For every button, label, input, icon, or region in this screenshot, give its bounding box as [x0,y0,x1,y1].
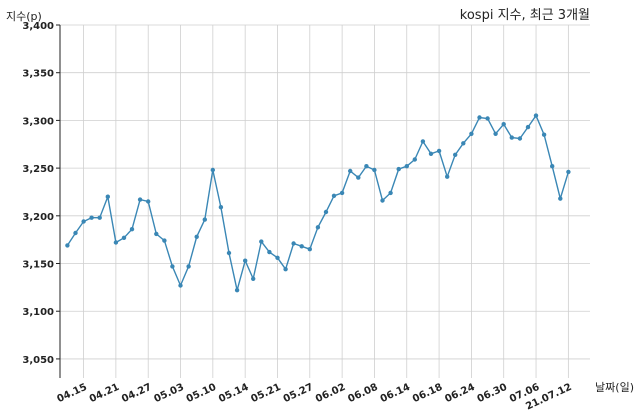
data-point [404,164,409,169]
x-tick-label: 06.18 [411,382,444,405]
data-point [315,225,321,230]
x-tick-label: 05.10 [185,382,218,405]
data-point [73,230,78,236]
data-point [485,116,490,121]
data-point [339,190,345,196]
data-point [81,219,86,224]
y-tick-label: 3,400 [22,21,54,32]
x-tick-label: 05.21 [249,382,282,405]
x-tick-label: 06.30 [476,382,509,405]
y-tick-label: 3,150 [22,260,54,271]
data-point [525,124,531,130]
data-point [420,139,426,144]
data-point [566,169,571,175]
data-point [162,238,167,243]
x-tick-label: 06.14 [379,382,412,405]
y-tick-label: 3,250 [22,164,54,175]
data-point [299,244,304,249]
data-point [170,264,175,269]
y-axis-label: 지수(p) [6,10,42,23]
data-point [259,239,264,244]
data-point [428,151,434,156]
data-point [331,193,337,198]
data-point [501,122,506,127]
data-point [121,235,127,240]
data-point [348,168,353,174]
data-point [558,196,563,201]
x-tick-label: 04.21 [88,382,121,405]
data-point [436,148,442,154]
data-point [267,249,272,255]
data-point [243,258,248,263]
y-axis-ticks: 3,050 3,100 3,150 3,200 3,250 3,300 3,350 3,400 [22,21,60,366]
data-point [154,231,159,237]
grid [60,24,590,378]
data-point [388,190,393,196]
data-point [65,243,70,248]
y-tick-label: 3,050 [22,355,54,366]
data-point [380,198,385,203]
data-point [178,283,183,288]
data-point [226,250,232,256]
data-point [202,217,207,222]
x-tick-label: 04.15 [56,382,89,405]
x-axis-label: 날짜(일) [595,380,634,394]
data-point [412,157,417,162]
data-point [275,255,280,260]
data-point [186,264,191,269]
data-point [194,234,199,239]
data-point [137,197,143,202]
data-point [251,276,256,281]
data-point [445,174,450,179]
x-tick-label: 06.24 [443,382,476,405]
data-point [493,131,498,136]
y-tick-label: 3,350 [22,69,54,80]
data-point [89,215,94,220]
x-axis-ticks: 04.1504.2104.2705.0305.1005.1405.2105.27… [56,382,574,413]
data-point [146,199,151,204]
data-point [97,215,102,220]
data-point [105,194,111,199]
data-points [65,113,571,293]
data-point [218,205,224,210]
data-point [307,247,312,252]
data-point [517,136,523,141]
data-point [453,152,458,157]
y-tick-label: 3,200 [22,212,54,223]
x-tick-label: 04.27 [120,382,153,405]
y-tick-label: 3,100 [22,307,54,318]
x-tick-label: 05.03 [152,382,185,405]
data-point [323,209,329,215]
data-point [469,131,474,136]
data-point [291,241,296,246]
x-tick-label: 05.27 [282,382,315,405]
data-point [541,132,547,137]
data-point [210,167,215,173]
data-point [356,175,361,180]
data-point [533,113,539,118]
data-point [477,115,482,120]
x-tick-label: 05.14 [217,382,250,405]
y-tick-label: 3,300 [22,116,54,127]
data-point [372,167,377,173]
data-point [396,166,401,172]
data-point [550,164,555,169]
x-tick-label: 06.02 [314,382,347,405]
data-point [364,164,369,169]
data-point [283,267,288,272]
series-line [66,114,570,291]
chart-title: kospi 지수, 최근 3개월 [460,8,590,23]
data-point [113,240,119,245]
x-tick-label: 06.08 [346,382,379,405]
data-point [461,141,466,146]
data-point [509,135,514,140]
data-point [129,227,135,232]
data-point [234,288,240,293]
